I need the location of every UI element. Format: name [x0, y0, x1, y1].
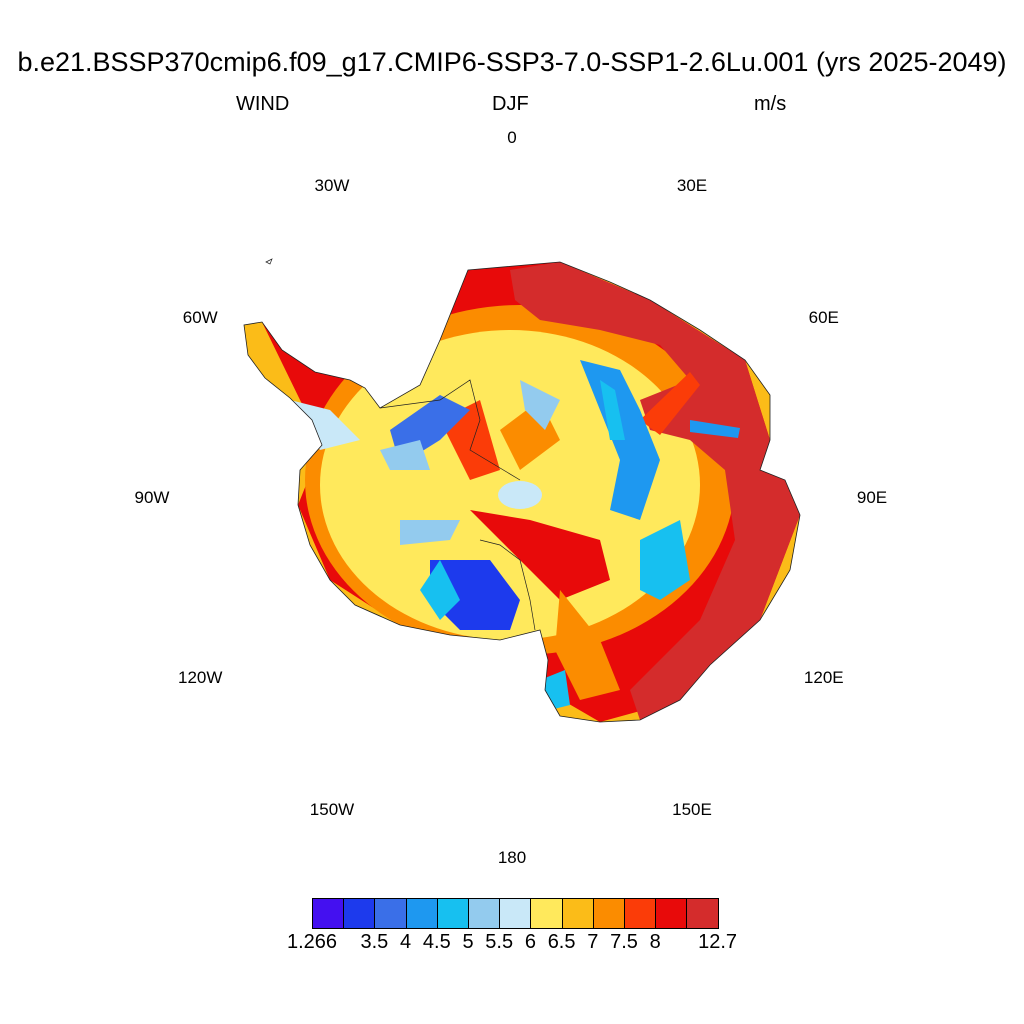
colorbar-tick-label: 6	[524, 931, 536, 953]
lon-label: 60E	[808, 308, 839, 327]
colorbar-tick-label: 4	[400, 931, 412, 953]
lon-label: 30E	[676, 176, 708, 196]
colorbar-tick-label: 8	[649, 931, 661, 953]
colorbar-tick-label: 4.5	[422, 931, 451, 953]
lon-label: 0	[507, 128, 517, 147]
season-label: DJF	[492, 93, 529, 115]
colorbar-tick-label: 5	[462, 931, 474, 953]
colorbar-swatch	[437, 899, 469, 928]
colorbar-tick-label: 5.5	[485, 931, 514, 953]
colorbar-swatch	[593, 899, 625, 928]
colorbar-tick-label: 12.7	[698, 931, 738, 953]
colorbar-swatch	[624, 899, 657, 928]
colorbar-tick-label: 3.5	[360, 931, 389, 953]
variable-label: WIND	[236, 93, 290, 115]
colorbar-swatch	[375, 899, 407, 928]
colorbar-tick-label: 7	[587, 931, 599, 953]
lon-label: 150E	[672, 799, 712, 819]
coastline	[243, 261, 801, 723]
colorbar-swatch	[406, 899, 438, 928]
units-label: m/s	[754, 93, 787, 115]
lon-label: 90E	[856, 488, 888, 507]
plot-title: b.e21.BSSP370cmip6.f09_g17.CMIP6-SSP3-7.…	[17, 47, 1007, 77]
colorbar-tick-label: 1.266	[286, 931, 338, 953]
lon-label: 30W	[314, 176, 350, 196]
lon-label: 90W	[134, 488, 170, 507]
lon-label: 120W	[178, 668, 223, 687]
colorbar-swatch	[656, 899, 688, 928]
colorbar-swatch	[344, 899, 376, 928]
colorbar-swatch	[687, 899, 719, 928]
island-outline	[265, 258, 273, 265]
ice-shelf-outline	[379, 379, 536, 631]
wind-field	[244, 262, 800, 722]
colorbar-tick-label: 6.5	[547, 931, 576, 953]
colorbar-swatch	[500, 899, 532, 928]
lon-label: 150W	[309, 799, 355, 819]
lon-label: 180	[497, 848, 527, 867]
colorbar-swatch	[468, 899, 501, 928]
lon-label: 60W	[182, 308, 218, 327]
colorbar-swatch	[562, 899, 594, 928]
lon-label: 120E	[803, 668, 844, 687]
colorbar-swatch	[313, 899, 345, 928]
colorbar	[312, 898, 720, 929]
colorbar-swatch	[531, 899, 563, 928]
colorbar-tick-label: 7.5	[610, 931, 638, 953]
